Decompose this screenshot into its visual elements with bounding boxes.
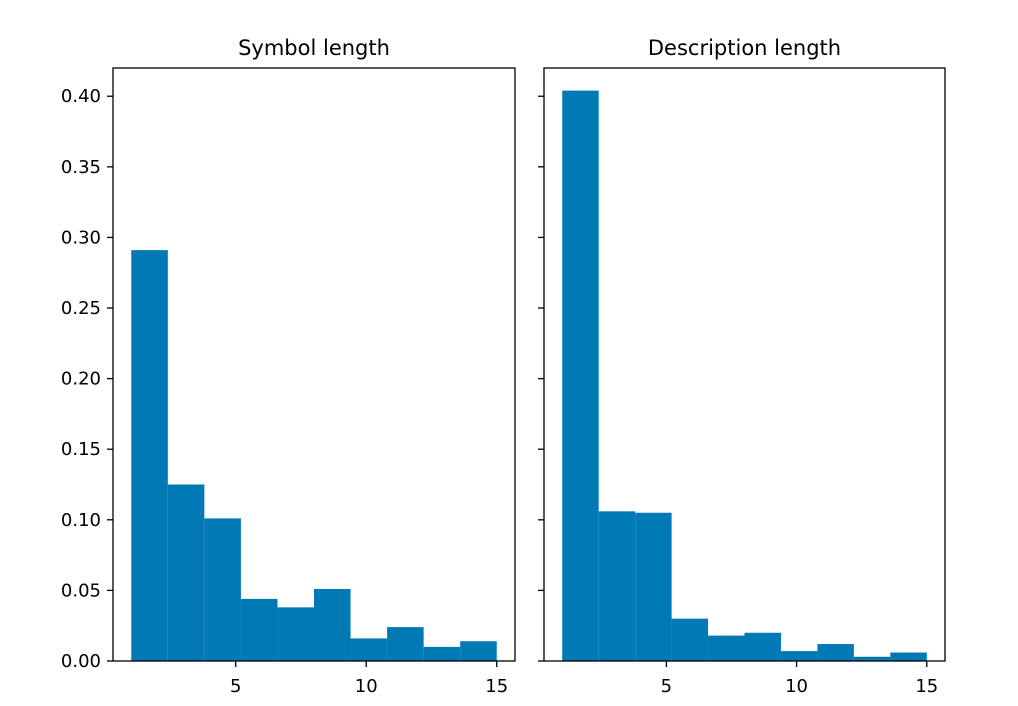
- axes-frame: [543, 67, 946, 662]
- histogram-bar: [562, 90, 599, 662]
- x-tick-label: 10: [355, 676, 378, 697]
- histogram-bar: [350, 638, 388, 661]
- y-tick-label: 0.35: [61, 157, 101, 178]
- histogram-bar: [744, 632, 781, 661]
- x-tick-label: 5: [661, 676, 672, 697]
- histogram-bar: [204, 518, 241, 661]
- x-tick-label: 10: [785, 676, 808, 697]
- x-tick-label: 5: [230, 676, 241, 697]
- histogram-bar: [167, 484, 205, 661]
- subplot-symbol-length: Symbol length 0.00 0.05 0.10 0.15 0.20 0.25 0.…: [61, 36, 516, 697]
- histogram-bar: [131, 250, 168, 661]
- histogram-bar: [708, 635, 745, 661]
- histogram-bar: [240, 598, 278, 661]
- axes-frame: [112, 67, 516, 662]
- y-tick-label: 0.25: [61, 298, 101, 319]
- histogram-bar: [890, 652, 927, 661]
- histogram-bar: [387, 627, 424, 661]
- y-tick-label: 0.40: [61, 86, 101, 107]
- histogram-bar: [277, 607, 314, 661]
- subplot-title: Description length: [648, 36, 841, 60]
- y-tick-label: 0.15: [61, 439, 101, 460]
- y-tick-label: 0.30: [61, 227, 101, 248]
- y-tick-label: 0.05: [61, 580, 101, 601]
- subplot-description-length: Description length 5 10 15: [538, 36, 946, 697]
- x-tick-label: 15: [485, 676, 508, 697]
- histogram-bar: [598, 511, 636, 661]
- subplot-title: Symbol length: [238, 36, 390, 60]
- histogram-bar: [817, 644, 854, 661]
- y-tick-label: 0.20: [61, 369, 101, 390]
- histogram-bar: [671, 618, 709, 661]
- x-tick-label: 15: [915, 676, 938, 697]
- y-tick-label: 0.10: [61, 510, 101, 531]
- histogram-bar: [423, 646, 461, 661]
- histogram-bar: [635, 512, 672, 661]
- y-tick-label: 0.00: [61, 651, 101, 672]
- histogram-bar: [853, 656, 891, 661]
- histogram-bar: [314, 588, 351, 661]
- histogram-bar: [780, 651, 818, 661]
- histogram-bar: [460, 641, 497, 661]
